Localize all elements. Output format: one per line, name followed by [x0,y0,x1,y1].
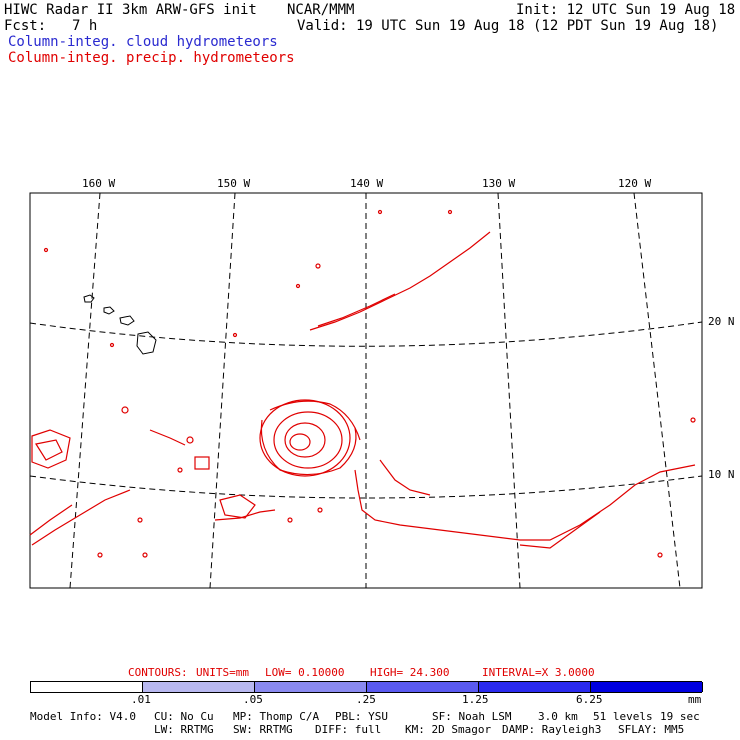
legend-cloud-hydrometeors: Column-integ. cloud hydrometeors [8,34,278,50]
lat-label-20n: 20 N [708,315,735,328]
island-big-island [136,331,157,355]
lon-label-130w: 130 W [482,177,516,190]
model-sw: SW: RRTMG [233,723,293,736]
meridian-130w [497,192,521,589]
legend-precip-hydrometeors: Column-integ. precip. hydrometeors [8,50,295,66]
valid-time: Valid: 19 UTC Sun 19 Aug 18 (12 PDT Sun … [297,18,719,34]
lon-label-150w: 150 W [217,177,251,190]
graticule [29,192,703,589]
colorbar-cell [591,682,703,692]
cluster-150w [219,494,256,519]
contours-label: CONTOURS: [128,666,188,679]
colorbar-cell [31,682,143,692]
model-pbl: PBL: YSU [335,710,388,723]
colorbar-tick-05: .05 [243,693,263,706]
init-time: Init: 12 UTC Sun 19 Aug 18 [516,2,736,18]
parallel-10n [29,475,703,499]
cluster-west-edge [31,429,71,469]
precip-contours [29,209,696,558]
colorbar-cell [143,682,255,692]
lon-label-120w: 120 W [618,177,652,190]
model-levels: 51 levels [593,710,653,723]
model-lw: LW: RRTMG [154,723,214,736]
contour-interval: INTERVAL=X 3.0000 [482,666,595,679]
contour-high: HIGH= 24.300 [370,666,450,679]
colorbar-tick-625: 6.25 [576,693,603,706]
institution-label: NCAR/MMM [287,2,355,18]
hurricane-contours [259,399,696,549]
model-cu: CU: No Cu [154,710,214,723]
rainband-northeast [309,231,491,331]
model-timestep: 19 sec [660,710,700,723]
meridian-160w [69,192,101,589]
colorbar-cell [255,682,367,692]
model-resolution: 3.0 km [538,710,578,723]
island-maui [119,315,135,326]
model-version: Model Info: V4.0 [30,710,136,723]
colorbar-cell [367,682,479,692]
model-sf: SF: Noah LSM [432,710,512,723]
rainband-southwest [31,489,131,546]
colorbar-tick-25: .25 [356,693,376,706]
contour-low: LOW= 0.10000 [265,666,345,679]
colorbar-cell [479,682,591,692]
lon-label-140w: 140 W [350,177,384,190]
colorbar-unit: mm [688,693,702,706]
contour-units: UNITS=mm [196,666,249,679]
model-km: KM: 2D Smagor [405,723,492,736]
island-kauai [83,294,95,303]
model-mp: MP: Thomp C/A [233,710,320,723]
meridian-150w [209,192,236,589]
colorbar-tick-01: .01 [131,693,151,706]
island-oahu [103,306,115,315]
colorbar-tick-125: 1.25 [462,693,489,706]
colorbar [30,681,703,693]
forecast-label: Fcst: [4,18,47,34]
lat-label-10n: 10 N [708,468,735,481]
meridian-120w [633,192,681,589]
hawaii-islands [83,294,157,355]
model-damp: DAMP: Rayleigh3 [502,723,602,736]
model-diff: DIFF: full [315,723,382,736]
model-sflay: SFLAY: MM5 [618,723,685,736]
lon-label-160w: 160 W [82,177,116,190]
box-outline [194,456,210,470]
product-title: HIWC Radar II 3km ARW-GFS init [4,2,257,18]
forecast-hour: 7 h [72,18,98,34]
